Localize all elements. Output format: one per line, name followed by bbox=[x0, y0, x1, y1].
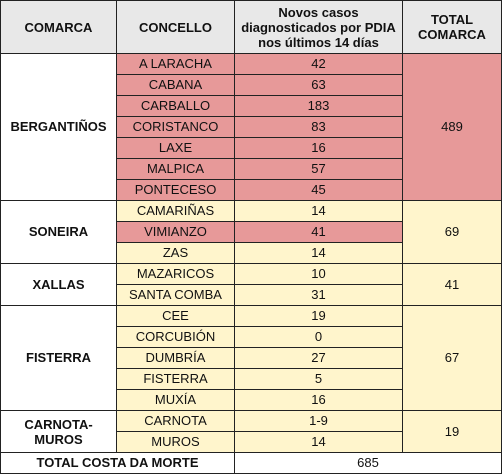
casos-cell: 10 bbox=[234, 263, 403, 285]
comarca-line1: CARNOTA- bbox=[24, 416, 93, 432]
header-concello: CONCELLO bbox=[116, 0, 235, 54]
concello-cell: SANTA COMBA bbox=[116, 284, 235, 306]
table-row: PONTECESO 45 bbox=[1, 179, 502, 201]
concello-cell: CABANA bbox=[116, 74, 235, 96]
total-comarca-cell: 19 bbox=[402, 410, 502, 453]
header-row: COMARCA CONCELLO Novos casos diagnostica… bbox=[0, 0, 502, 54]
concello-cell: FISTERRA bbox=[116, 368, 235, 390]
comarca-cell: SONEIRA bbox=[0, 200, 117, 264]
table-row: CORCUBIÓN 0 bbox=[1, 326, 502, 348]
comarca-line2: MUROS bbox=[34, 431, 83, 447]
table-row: SONEIRA CAMARIÑAS 14 69 bbox=[0, 200, 502, 264]
header-novos-line1: Novos casos bbox=[278, 4, 359, 20]
table-row: MUXÍA 16 bbox=[1, 389, 502, 411]
comarca-cell: BERGANTIÑOS bbox=[0, 53, 117, 201]
concello-cell: CARNOTA bbox=[116, 410, 235, 432]
casos-cell: 45 bbox=[234, 179, 403, 201]
casos-cell: 83 bbox=[234, 116, 403, 138]
header-novos-line2: diagnosticados por PDIA bbox=[241, 19, 396, 35]
casos-cell: 14 bbox=[234, 431, 403, 453]
table-row: SANTA COMBA 31 bbox=[1, 284, 502, 306]
total-comarca-cell: 69 bbox=[402, 200, 502, 264]
table-body: BERGANTIÑOS A LARACHA 42 489 CABANA 63 C… bbox=[0, 53, 502, 474]
casos-cell: 19 bbox=[234, 305, 403, 327]
concello-cell: DUMBRÍA bbox=[116, 347, 235, 369]
comarca-cell: CARNOTA- MUROS bbox=[0, 410, 117, 453]
table-row: CARNOTA- MUROS CARNOTA 1-9 19 bbox=[0, 410, 502, 453]
casos-cell: 1-9 bbox=[234, 410, 403, 432]
concello-cell: MUXÍA bbox=[116, 389, 235, 411]
concello-cell: MAZARICOS bbox=[116, 263, 235, 285]
total-comarca-cell: 489 bbox=[402, 53, 502, 201]
table-row: CARBALLO 183 bbox=[1, 95, 502, 117]
casos-cell: 14 bbox=[234, 242, 403, 264]
header-total-line2: COMARCA bbox=[418, 27, 486, 42]
header-total-comarca: TOTAL COMARCA bbox=[402, 0, 502, 54]
table-row: XALLAS MAZARICOS 10 41 bbox=[0, 263, 502, 306]
comarca-cell: XALLAS bbox=[0, 263, 117, 306]
concello-cell: ZAS bbox=[116, 242, 235, 264]
table-row: CABANA 63 bbox=[1, 74, 502, 96]
casos-cell: 57 bbox=[234, 158, 403, 180]
table-row: DUMBRÍA 27 bbox=[1, 347, 502, 369]
table-row: ZAS 14 bbox=[1, 242, 502, 264]
casos-cell: 63 bbox=[234, 74, 403, 96]
concello-cell: CAMARIÑAS bbox=[116, 200, 235, 222]
table-row: BERGANTIÑOS A LARACHA 42 489 bbox=[0, 53, 502, 201]
casos-cell: 31 bbox=[234, 284, 403, 306]
casos-cell: 183 bbox=[234, 95, 403, 117]
concello-cell: VIMIANZO bbox=[116, 221, 235, 243]
casos-cell: 5 bbox=[234, 368, 403, 390]
comarca-cell: FISTERRA bbox=[0, 305, 117, 411]
concello-cell: CORCUBIÓN bbox=[116, 326, 235, 348]
header-novos-line3: nos últimos 14 días bbox=[258, 34, 379, 50]
header-novos-casos: Novos casos diagnosticados por PDIA nos … bbox=[234, 0, 403, 54]
table-row: FISTERRA 5 bbox=[1, 368, 502, 390]
table-row: CORISTANCO 83 bbox=[1, 116, 502, 138]
concello-cell: A LARACHA bbox=[116, 53, 235, 75]
concello-cell: LAXE bbox=[116, 137, 235, 159]
footer-row: TOTAL COSTA DA MORTE 685 bbox=[0, 452, 502, 474]
table-row: MALPICA 57 bbox=[1, 158, 502, 180]
casos-cell: 0 bbox=[234, 326, 403, 348]
casos-cell: 14 bbox=[234, 200, 403, 222]
table-row: VIMIANZO 41 bbox=[1, 221, 502, 243]
casos-cell: 42 bbox=[234, 53, 403, 75]
total-comarca-cell: 41 bbox=[402, 263, 502, 306]
header-total-line1: TOTAL bbox=[430, 12, 474, 27]
casos-cell: 41 bbox=[234, 221, 403, 243]
casos-cell: 27 bbox=[234, 347, 403, 369]
footer-label: TOTAL COSTA DA MORTE bbox=[0, 452, 235, 474]
concello-cell: CARBALLO bbox=[116, 95, 235, 117]
casos-cell: 16 bbox=[234, 137, 403, 159]
casos-cell: 16 bbox=[234, 389, 403, 411]
concello-cell: MALPICA bbox=[116, 158, 235, 180]
header-comarca: COMARCA bbox=[0, 0, 117, 54]
table-row: FISTERRA CEE 19 67 bbox=[0, 305, 502, 411]
footer-total-value: 685 bbox=[234, 452, 502, 474]
concello-cell: CORISTANCO bbox=[116, 116, 235, 138]
concello-cell: CEE bbox=[116, 305, 235, 327]
total-comarca-cell: 67 bbox=[402, 305, 502, 411]
concello-cell: MUROS bbox=[116, 431, 235, 453]
concello-cell: PONTECESO bbox=[116, 179, 235, 201]
